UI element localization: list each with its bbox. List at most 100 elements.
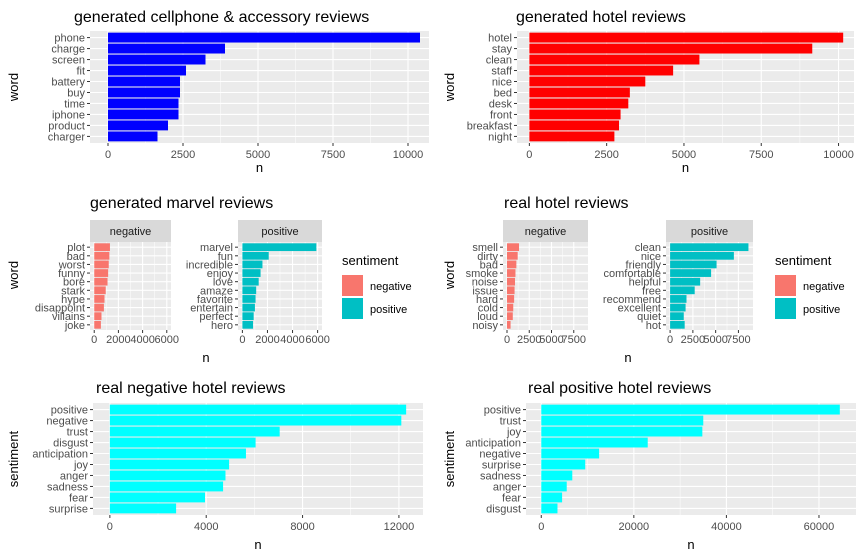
- bar-anticipation: [541, 437, 648, 448]
- y-tick-label-fear: fear: [502, 492, 521, 504]
- bar-nice: [670, 251, 734, 260]
- x-tick-label: 4000: [280, 334, 304, 346]
- y-tick-label-breakfast: breakfast: [467, 120, 512, 132]
- x-tick-label: 2500: [681, 334, 705, 346]
- y-tick-label-fit: fit: [76, 66, 85, 78]
- x-tick-label: 7500: [562, 334, 586, 346]
- bar-negative: [541, 448, 600, 459]
- y-tick-label-surprise: surprise: [482, 459, 521, 471]
- bar-iphone: [108, 109, 179, 120]
- facet-strip: [503, 220, 588, 242]
- bar-plot: [94, 243, 110, 252]
- bar-hotel: [529, 32, 844, 43]
- facet-strip-label: positive: [261, 226, 298, 238]
- y-tick-label-clean: clean: [635, 242, 661, 254]
- facet-strip-label: negative: [525, 226, 567, 238]
- x-axis-title: n: [254, 537, 261, 552]
- y-tick-label-surprise: surprise: [49, 503, 88, 515]
- bar-product: [108, 120, 168, 131]
- bar-positive: [541, 404, 840, 415]
- facet-strip: [238, 220, 322, 242]
- y-tick-label-joy: joy: [506, 427, 522, 439]
- x-tick-label: 5000: [539, 334, 563, 346]
- chart-title: real positive hotel reviews: [528, 380, 711, 397]
- y-tick-label-anger: anger: [493, 481, 521, 493]
- x-tick-label: 0: [107, 521, 113, 533]
- bar-joy: [541, 426, 703, 437]
- legend-label-positive: positive: [370, 304, 407, 316]
- x-tick-label: 6000: [155, 334, 179, 346]
- bar-hot: [670, 320, 685, 329]
- bar-bad: [507, 260, 517, 269]
- x-tick-label: 12000: [384, 521, 415, 533]
- bar-clean: [670, 243, 749, 252]
- bar-trust: [109, 426, 280, 437]
- bar-villains: [94, 312, 102, 321]
- bar-fear: [541, 492, 563, 503]
- y-tick-label-stark: stark: [61, 285, 85, 297]
- y-tick-label-negative: negative: [479, 449, 521, 461]
- y-tick-label-product: product: [48, 120, 85, 132]
- bar-anger: [109, 470, 226, 481]
- y-tick-label-joy: joy: [73, 459, 89, 471]
- x-tick-label: 2000: [255, 334, 279, 346]
- bar-love: [242, 277, 259, 286]
- y-tick-label-disgust: disgust: [486, 503, 521, 515]
- bar-noise: [507, 277, 516, 286]
- y-tick-label-anticipation: anticipation: [32, 449, 88, 461]
- bar-disgust: [541, 503, 558, 514]
- bar-charge: [108, 43, 225, 54]
- y-tick-label-clean: clean: [486, 55, 512, 67]
- bar-night: [529, 131, 615, 142]
- x-tick-label: 5000: [703, 334, 727, 346]
- bar-hype: [94, 295, 105, 303]
- chart-4: real hotel reviewsnegativesmelldirtybads…: [442, 195, 845, 365]
- bar-hard: [507, 295, 515, 303]
- bar-anticipation: [109, 448, 246, 459]
- y-tick-label-helpful: helpful: [629, 277, 661, 289]
- bar-funny: [94, 269, 109, 277]
- y-tick-label-staff: staff: [491, 66, 513, 78]
- y-tick-label-villains: villains: [52, 311, 86, 323]
- y-tick-label-hard: hard: [476, 294, 498, 306]
- bar-time: [108, 98, 179, 109]
- y-tick-label-smell: smell: [472, 242, 498, 254]
- y-tick-label-comfortable: comfortable: [604, 268, 661, 280]
- x-tick-label: 8000: [290, 521, 314, 533]
- x-tick-label: 6000: [305, 334, 329, 346]
- bar-front: [529, 109, 621, 120]
- bar-joy: [109, 459, 230, 470]
- x-tick-label: 7500: [321, 149, 345, 161]
- legend: sentiment negative positive: [342, 253, 412, 319]
- legend-title: sentiment: [342, 253, 399, 268]
- y-tick-label-plot: plot: [67, 242, 85, 254]
- y-tick-label-desk: desk: [489, 98, 513, 110]
- y-axis-title: word: [442, 73, 457, 102]
- x-tick-label: 0: [538, 521, 544, 533]
- y-axis-title: word: [6, 73, 21, 102]
- y-tick-label-phone: phone: [54, 33, 85, 45]
- y-tick-label-noisy: noisy: [472, 320, 498, 332]
- legend-label-negative: negative: [370, 281, 412, 293]
- bar-fun: [242, 251, 269, 260]
- bar-trust: [541, 415, 704, 426]
- y-tick-label-trust: trust: [67, 427, 88, 439]
- bar-battery: [108, 76, 180, 87]
- legend-key-negative: [342, 275, 363, 296]
- y-tick-label-noise: noise: [472, 277, 498, 289]
- x-tick-label: 10000: [823, 149, 854, 161]
- x-tick-label: 4000: [130, 334, 154, 346]
- x-tick-label: 7500: [726, 334, 750, 346]
- bar-worst: [94, 260, 109, 269]
- bar-dirty: [507, 251, 518, 260]
- bar-smoke: [507, 269, 516, 277]
- bar-buy: [108, 87, 180, 98]
- legend-key-positive: [342, 298, 363, 319]
- y-tick-label-anger: anger: [60, 470, 88, 482]
- bar-entertain: [242, 303, 255, 312]
- bar-screen: [108, 54, 206, 65]
- y-tick-label-charge: charge: [51, 44, 85, 56]
- bar-surprise: [109, 503, 177, 514]
- y-tick-label-iphone: iphone: [52, 109, 85, 121]
